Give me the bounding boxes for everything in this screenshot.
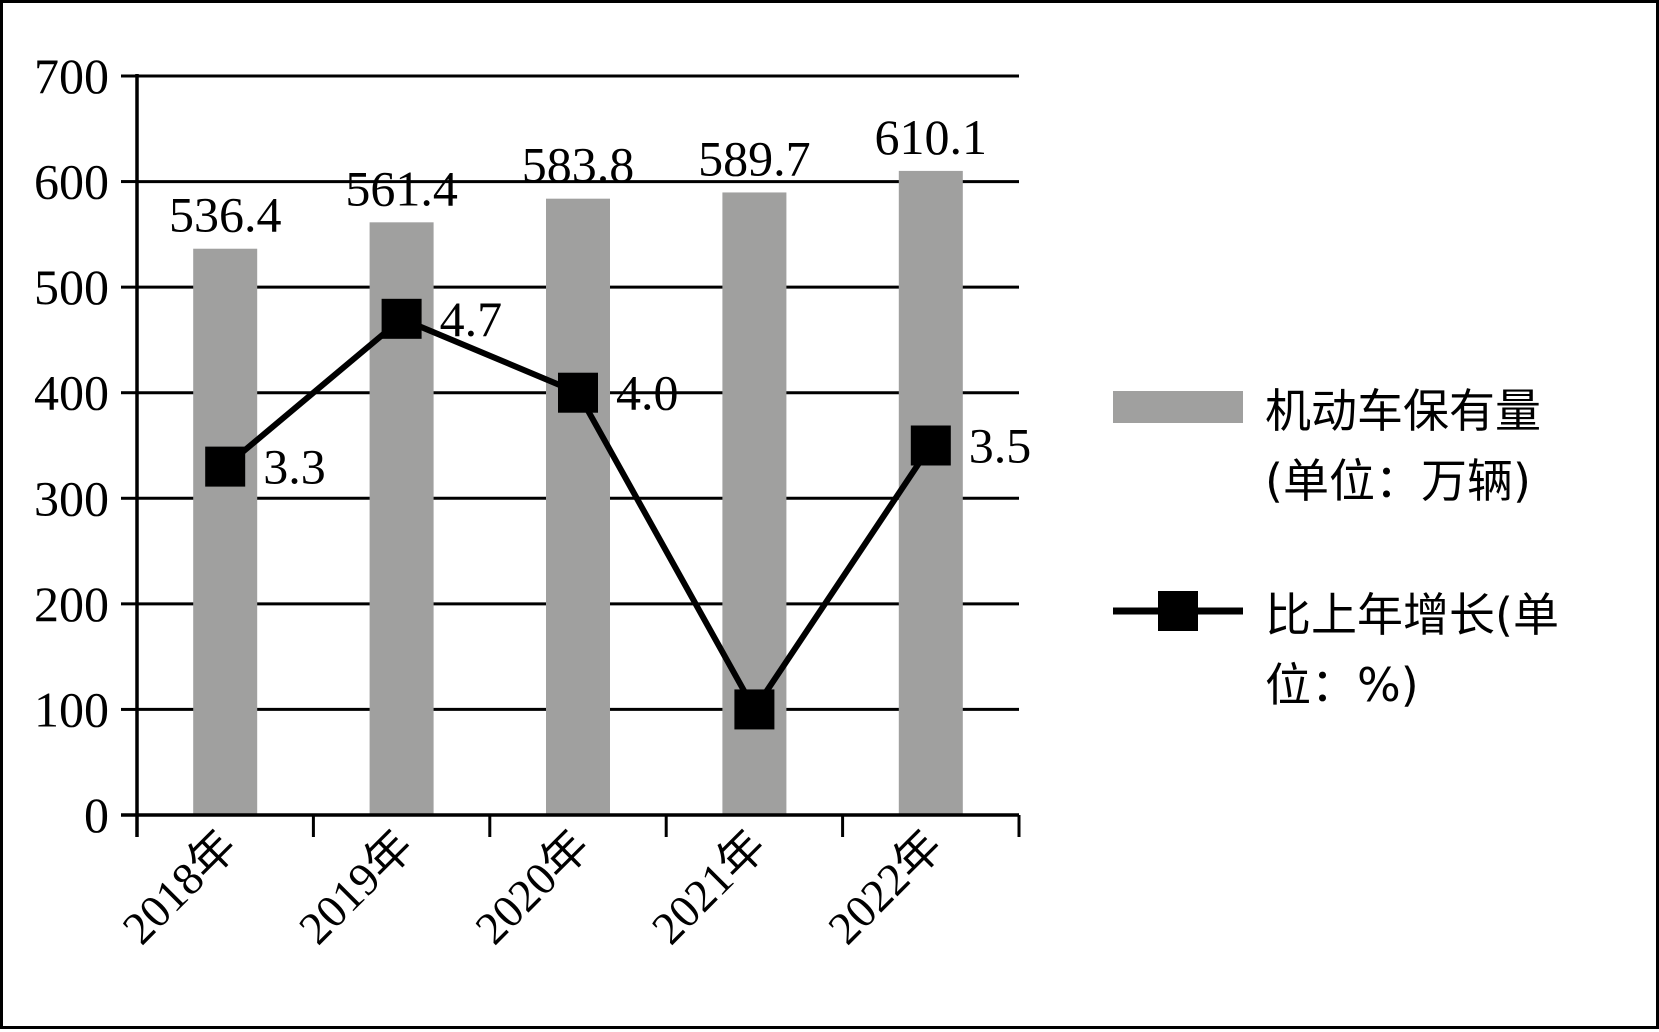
growth-marker — [205, 446, 246, 487]
combo-chart: 0 100 200 300 400 500 600 700 2018年 2019年 2020年 202… — [34, 48, 1559, 954]
legend-line-label-line1: 比上年增长(单 — [1265, 588, 1559, 642]
growth-line-series — [205, 298, 951, 730]
growth-marker — [381, 298, 422, 339]
growth-value-label: 4.7 — [440, 291, 503, 347]
data-labels: 536.4 561.4 583.8 589.7 610.1 3.3 4.7 4.0 3.5 — [169, 109, 1031, 495]
bar-value-label: 561.4 — [345, 160, 458, 216]
y-tick-label: 0 — [84, 787, 109, 843]
legend-line-label-line2: 位：%) — [1265, 658, 1419, 712]
bar — [546, 198, 610, 815]
bar — [898, 170, 963, 816]
growth-marker — [734, 689, 775, 730]
y-tick-label: 500 — [34, 259, 109, 315]
legend-bar-swatch — [1113, 391, 1243, 423]
y-tick-label: 600 — [34, 154, 109, 210]
bar-value-label: 589.7 — [698, 130, 811, 186]
x-category-label: 2022年 — [818, 820, 952, 954]
legend-marker-swatch — [1158, 591, 1198, 631]
y-tick-label: 200 — [34, 576, 109, 632]
growth-value-label: 4.0 — [616, 365, 679, 421]
growth-marker — [558, 372, 598, 413]
x-category-label: 2020年 — [465, 820, 599, 954]
bar-value-label: 536.4 — [169, 187, 282, 243]
y-tick-label: 400 — [34, 365, 109, 421]
x-category-label: 2021年 — [642, 820, 776, 954]
legend-bar-label-line1: 机动车保有量 — [1265, 384, 1541, 438]
growth-value-label: 3.5 — [969, 418, 1032, 474]
x-category-label: 2018年 — [113, 820, 247, 954]
growth-marker — [910, 425, 951, 466]
y-tick-label: 100 — [34, 681, 109, 737]
x-category-label: 2019年 — [289, 820, 423, 954]
bar-value-label: 610.1 — [875, 109, 988, 165]
legend: 机动车保有量 (单位：万辆) 比上年增长(单 位：%) — [1113, 384, 1559, 712]
bar — [193, 248, 258, 816]
y-tick-label: 300 — [34, 470, 109, 526]
y-tick-label: 700 — [34, 48, 109, 104]
bar-value-label: 583.8 — [522, 137, 635, 193]
growth-value-label: 3.3 — [263, 439, 326, 495]
legend-bar-label-line2: (单位：万辆) — [1265, 454, 1531, 508]
